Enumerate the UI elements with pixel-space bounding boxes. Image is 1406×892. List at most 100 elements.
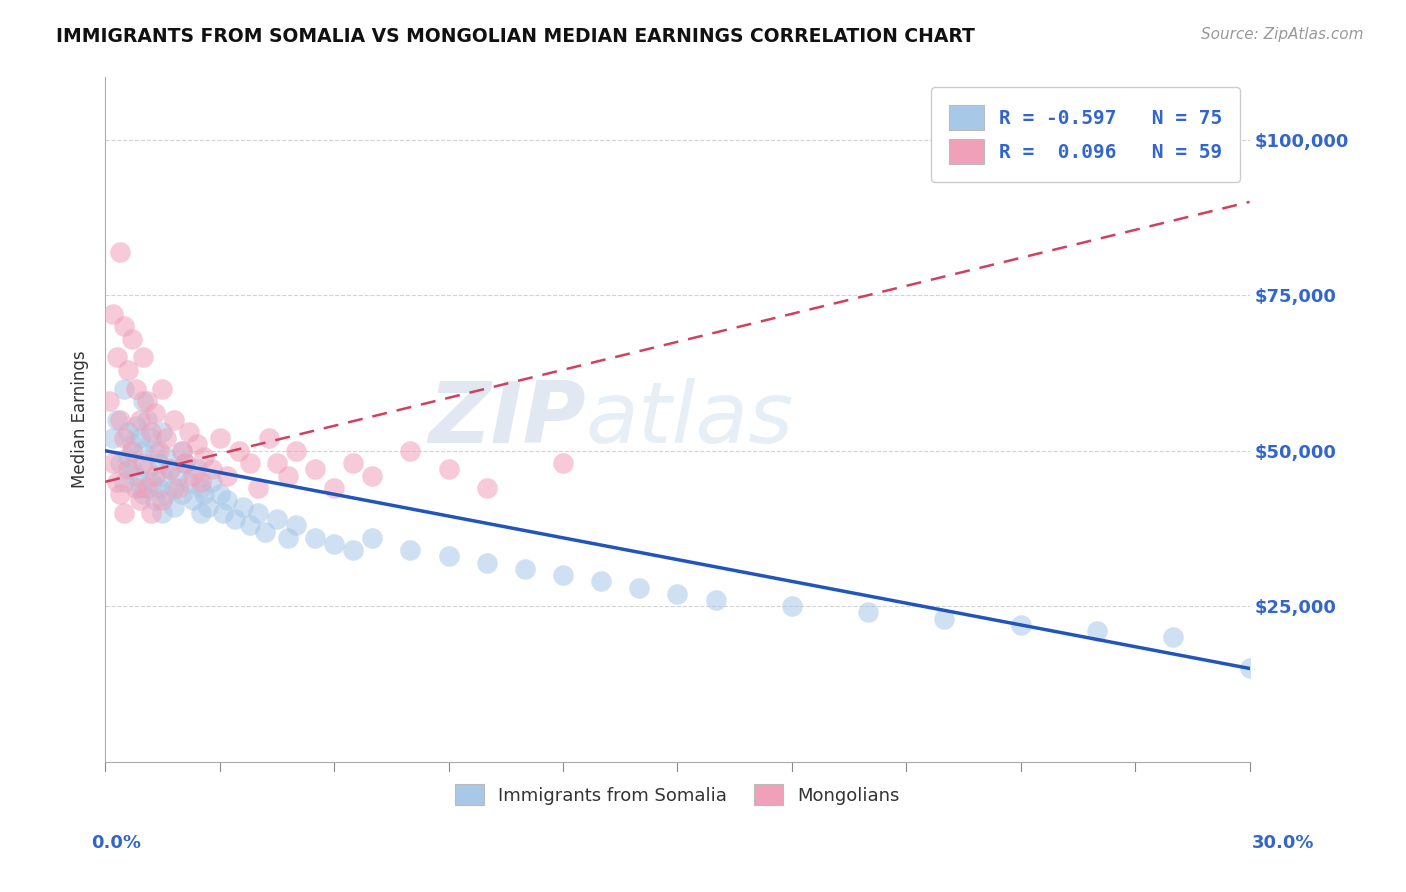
Point bbox=[551, 456, 574, 470]
Point bbox=[125, 382, 148, 396]
Point bbox=[117, 363, 139, 377]
Point bbox=[437, 549, 460, 564]
Point bbox=[163, 412, 186, 426]
Point bbox=[117, 425, 139, 439]
Point bbox=[152, 425, 174, 439]
Point bbox=[1085, 624, 1108, 639]
Point bbox=[132, 456, 155, 470]
Point bbox=[551, 568, 574, 582]
Point bbox=[239, 518, 262, 533]
Point bbox=[112, 319, 135, 334]
Point bbox=[105, 351, 128, 365]
Text: ZIP: ZIP bbox=[429, 378, 586, 461]
Point bbox=[117, 450, 139, 464]
Point bbox=[856, 606, 879, 620]
Point bbox=[139, 506, 162, 520]
Point bbox=[152, 468, 174, 483]
Point bbox=[591, 574, 613, 589]
Text: IMMIGRANTS FROM SOMALIA VS MONGOLIAN MEDIAN EARNINGS CORRELATION CHART: IMMIGRANTS FROM SOMALIA VS MONGOLIAN MED… bbox=[56, 27, 976, 45]
Point bbox=[110, 456, 132, 470]
Point bbox=[342, 543, 364, 558]
Point bbox=[148, 443, 170, 458]
Point bbox=[1161, 631, 1184, 645]
Point bbox=[166, 468, 188, 483]
Point bbox=[112, 475, 135, 489]
Point bbox=[152, 382, 174, 396]
Text: atlas: atlas bbox=[586, 378, 794, 461]
Point bbox=[121, 443, 143, 458]
Point bbox=[304, 462, 326, 476]
Legend: Immigrants from Somalia, Mongolians: Immigrants from Somalia, Mongolians bbox=[446, 775, 908, 814]
Point bbox=[361, 531, 384, 545]
Point bbox=[266, 512, 288, 526]
Point bbox=[266, 456, 288, 470]
Point bbox=[201, 462, 224, 476]
Point bbox=[121, 437, 143, 451]
Point bbox=[159, 462, 181, 476]
Point bbox=[143, 468, 166, 483]
Point bbox=[125, 481, 148, 495]
Point bbox=[304, 531, 326, 545]
Point bbox=[190, 475, 212, 489]
Point bbox=[197, 500, 219, 514]
Point bbox=[513, 562, 536, 576]
Point bbox=[475, 481, 498, 495]
Point bbox=[179, 475, 201, 489]
Point bbox=[125, 468, 148, 483]
Point bbox=[125, 418, 148, 433]
Point bbox=[128, 481, 150, 495]
Point bbox=[143, 443, 166, 458]
Point bbox=[174, 456, 197, 470]
Point bbox=[105, 475, 128, 489]
Text: 0.0%: 0.0% bbox=[91, 834, 142, 852]
Point bbox=[323, 537, 346, 551]
Point bbox=[780, 599, 803, 614]
Point bbox=[136, 462, 159, 476]
Point bbox=[284, 518, 307, 533]
Point bbox=[110, 244, 132, 259]
Point bbox=[152, 493, 174, 508]
Point bbox=[246, 506, 269, 520]
Point bbox=[136, 481, 159, 495]
Point bbox=[136, 412, 159, 426]
Point bbox=[163, 500, 186, 514]
Point bbox=[179, 425, 201, 439]
Point bbox=[143, 406, 166, 420]
Point bbox=[399, 443, 422, 458]
Point bbox=[277, 468, 299, 483]
Point bbox=[132, 487, 155, 501]
Point bbox=[101, 456, 124, 470]
Point bbox=[136, 393, 159, 408]
Point bbox=[934, 612, 956, 626]
Point bbox=[193, 487, 215, 501]
Point bbox=[128, 493, 150, 508]
Point bbox=[186, 462, 208, 476]
Point bbox=[208, 487, 231, 501]
Point bbox=[139, 431, 162, 445]
Point bbox=[1010, 618, 1032, 632]
Point bbox=[181, 468, 204, 483]
Point bbox=[257, 431, 280, 445]
Point bbox=[132, 393, 155, 408]
Point bbox=[224, 512, 246, 526]
Point bbox=[159, 462, 181, 476]
Point bbox=[166, 481, 188, 495]
Point bbox=[217, 493, 239, 508]
Point bbox=[181, 493, 204, 508]
Point bbox=[437, 462, 460, 476]
Point bbox=[139, 475, 162, 489]
Point bbox=[254, 524, 277, 539]
Point bbox=[666, 587, 689, 601]
Y-axis label: Median Earnings: Median Earnings bbox=[72, 351, 89, 489]
Point bbox=[342, 456, 364, 470]
Point bbox=[101, 307, 124, 321]
Point bbox=[101, 431, 124, 445]
Point bbox=[132, 443, 155, 458]
Point bbox=[208, 431, 231, 445]
Point bbox=[155, 450, 177, 464]
Point bbox=[139, 425, 162, 439]
Point bbox=[132, 351, 155, 365]
Point bbox=[475, 556, 498, 570]
Point bbox=[170, 443, 193, 458]
Point bbox=[217, 468, 239, 483]
